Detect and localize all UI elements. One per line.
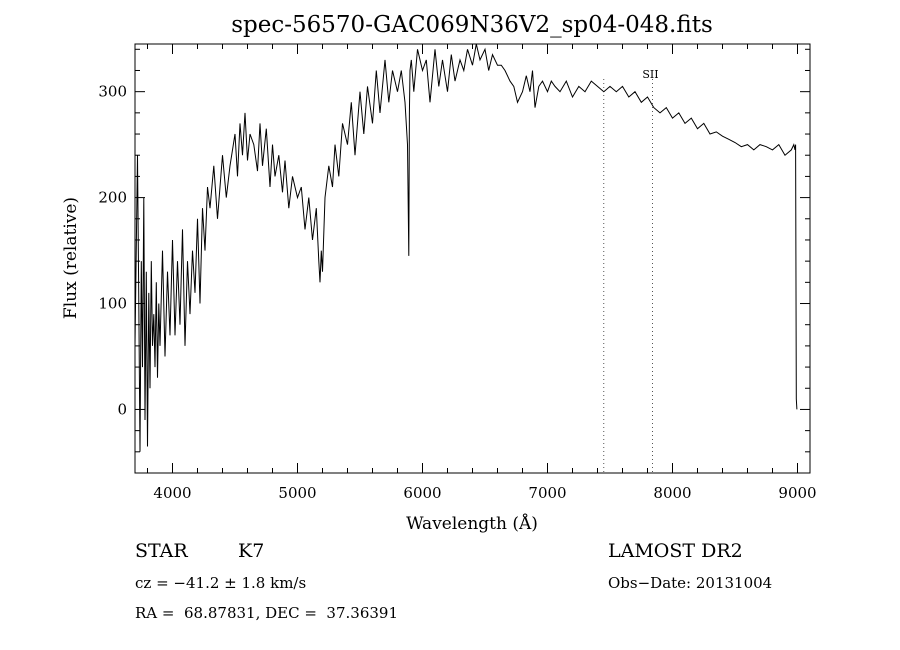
x-tick-label: 6000 bbox=[403, 484, 441, 502]
object-class: STAR bbox=[135, 540, 188, 562]
major-ticks bbox=[135, 44, 810, 473]
y-tick-label: 100 bbox=[98, 295, 127, 313]
x-tick-label: 8000 bbox=[653, 484, 691, 502]
y-tick-label: 200 bbox=[98, 189, 127, 207]
spectral-line-markers: SII bbox=[603, 68, 659, 473]
y-tick-label: 300 bbox=[98, 83, 127, 101]
plot-frame bbox=[134, 43, 811, 474]
tick-labels: 4000 5000 6000 7000 8000 9000 0 100 200 300 bbox=[98, 83, 816, 502]
y-axis-label: Flux (relative) bbox=[61, 197, 81, 319]
minor-ticks bbox=[135, 44, 810, 474]
object-subclass: K7 bbox=[238, 540, 265, 562]
x-axis-label: Wavelength (Å) bbox=[406, 513, 538, 534]
x-tick-label: 7000 bbox=[528, 484, 566, 502]
spectrum-line bbox=[134, 43, 798, 452]
x-tick-label: 9000 bbox=[778, 484, 816, 502]
velocity-readout: cz = −41.2 ± 1.8 km/s bbox=[135, 574, 307, 592]
y-tick-label: 0 bbox=[117, 400, 127, 418]
spectral-line-label: SII bbox=[642, 68, 658, 81]
x-tick-label: 4000 bbox=[153, 484, 191, 502]
coordinates-readout: RA = 68.87831, DEC = 37.36391 bbox=[135, 604, 399, 622]
chart-title: spec-56570-GAC069N36V2_sp04-048.fits bbox=[231, 12, 713, 38]
survey-name: LAMOST DR2 bbox=[608, 540, 743, 562]
obs-date: Obs−Date: 20131004 bbox=[608, 574, 773, 592]
x-tick-label: 5000 bbox=[278, 484, 316, 502]
